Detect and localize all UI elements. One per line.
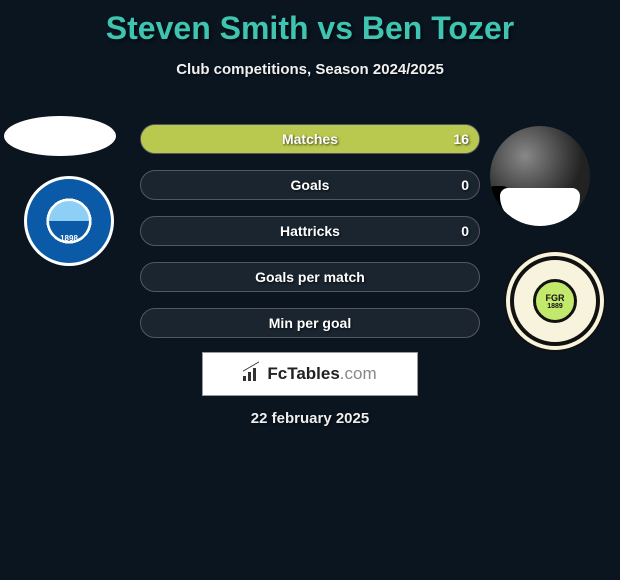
stat-row: Hattricks0 <box>140 216 480 246</box>
badge-right-label: FGR <box>546 293 565 303</box>
subtitle: Club competitions, Season 2024/2025 <box>0 61 620 78</box>
club-badge-left: 1898 <box>24 176 114 266</box>
club-badge-right: FGR 1889 <box>510 256 600 346</box>
stat-fill <box>141 125 479 153</box>
date-label: 22 february 2025 <box>0 410 620 427</box>
stat-value-right: 0 <box>461 177 469 193</box>
logo-text: FcTables.com <box>267 364 376 384</box>
stat-label: Goals per match <box>141 269 479 285</box>
stat-label: Hattricks <box>141 223 479 239</box>
stat-value-right: 0 <box>461 223 469 239</box>
stat-row: Min per goal <box>140 308 480 338</box>
badge-left-year: 1898 <box>49 234 89 243</box>
player2-name: Ben Tozer <box>362 10 514 46</box>
stat-value-right: 16 <box>453 131 469 147</box>
stat-label: Goals <box>141 177 479 193</box>
stat-row: Matches16 <box>140 124 480 154</box>
stat-row: Goals0 <box>140 170 480 200</box>
player1-name: Steven Smith <box>106 10 309 46</box>
stats-table: Matches16Goals0Hattricks0Goals per match… <box>140 124 480 354</box>
stat-row: Goals per match <box>140 262 480 292</box>
vs-label: vs <box>317 10 353 46</box>
badge-right-year: 1889 <box>547 303 563 310</box>
chart-icon <box>243 367 261 381</box>
player1-avatar <box>4 116 116 156</box>
player2-avatar <box>490 126 590 226</box>
logo-main: FcTables <box>267 364 339 383</box>
logo-domain: .com <box>340 364 377 383</box>
source-logo: FcTables.com <box>202 352 418 396</box>
page-title: Steven Smith vs Ben Tozer <box>0 0 620 47</box>
stat-label: Min per goal <box>141 315 479 331</box>
